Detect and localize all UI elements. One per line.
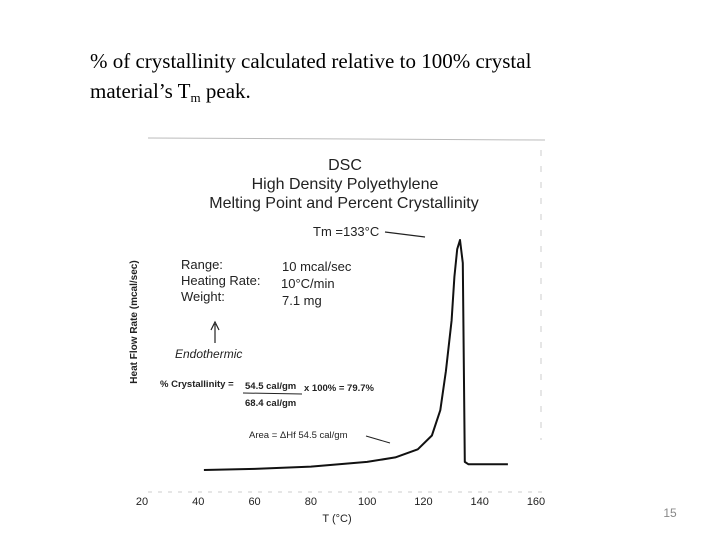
range-value: 10 mcal/sec bbox=[282, 259, 352, 274]
crystallinity-denominator: 68.4 cal/gm bbox=[245, 398, 296, 409]
heating-rate-label: Heating Rate: bbox=[181, 273, 261, 288]
heating-rate-value: 10°C/min bbox=[281, 276, 335, 291]
chart-title-line-1: DSC bbox=[328, 157, 362, 174]
tm-annotation: Tm =133°C bbox=[313, 224, 379, 239]
dsc-curve-group bbox=[203, 239, 508, 471]
chart-title-line-3: Melting Point and Percent Crystallinity bbox=[209, 195, 478, 212]
heading-line-2: material’s Tm peak. bbox=[90, 76, 650, 113]
heading-line-2-post: peak. bbox=[200, 79, 251, 103]
heading-subscript: m bbox=[190, 90, 201, 105]
x-axis-label: T (°C) bbox=[322, 513, 351, 525]
chart-title-line-2: High Density Polyethylene bbox=[252, 176, 439, 193]
endothermic-label: Endothermic bbox=[175, 347, 242, 361]
x-tick-label: 160 bbox=[527, 496, 545, 508]
heading-line-2-pre: material’s T bbox=[90, 79, 191, 103]
weight-value: 7.1 mg bbox=[282, 293, 322, 308]
x-tick-label: 40 bbox=[192, 496, 204, 508]
fraction-bar bbox=[242, 392, 303, 395]
x-tick-label: 140 bbox=[471, 496, 489, 508]
x-tick-label: 100 bbox=[358, 496, 376, 508]
crystallinity-numerator: 54.5 cal/gm bbox=[245, 381, 296, 392]
x-tick-labels: 20 40 60 80 100 120 140 160 bbox=[136, 496, 545, 508]
frame-top-edge bbox=[147, 137, 546, 141]
range-label: Range: bbox=[181, 257, 223, 272]
slide-number: 15 bbox=[663, 506, 677, 520]
y-axis-label: Heat Flow Rate (mcal/sec) bbox=[129, 260, 140, 383]
crystallinity-result: x 100% = 79.7% bbox=[304, 383, 375, 394]
dsc-curve-line bbox=[203, 239, 508, 471]
x-tick-label: 80 bbox=[305, 496, 317, 508]
tm-leader-line bbox=[384, 231, 426, 238]
heading-line-1: % of crystallinity calculated relative t… bbox=[90, 49, 532, 73]
crystallinity-prefix: % Crystallinity = bbox=[160, 379, 234, 390]
x-tick-label: 120 bbox=[414, 496, 432, 508]
x-tick-label: 20 bbox=[136, 496, 148, 508]
area-leader-line bbox=[365, 435, 391, 444]
weight-label: Weight: bbox=[181, 289, 225, 304]
area-annotation: Area = ΔHf 54.5 cal/gm bbox=[249, 430, 348, 441]
endothermic-arrow-head-icon bbox=[210, 320, 220, 331]
slide-heading: % of crystallinity calculated relative t… bbox=[90, 46, 650, 113]
x-tick-label: 60 bbox=[248, 496, 260, 508]
